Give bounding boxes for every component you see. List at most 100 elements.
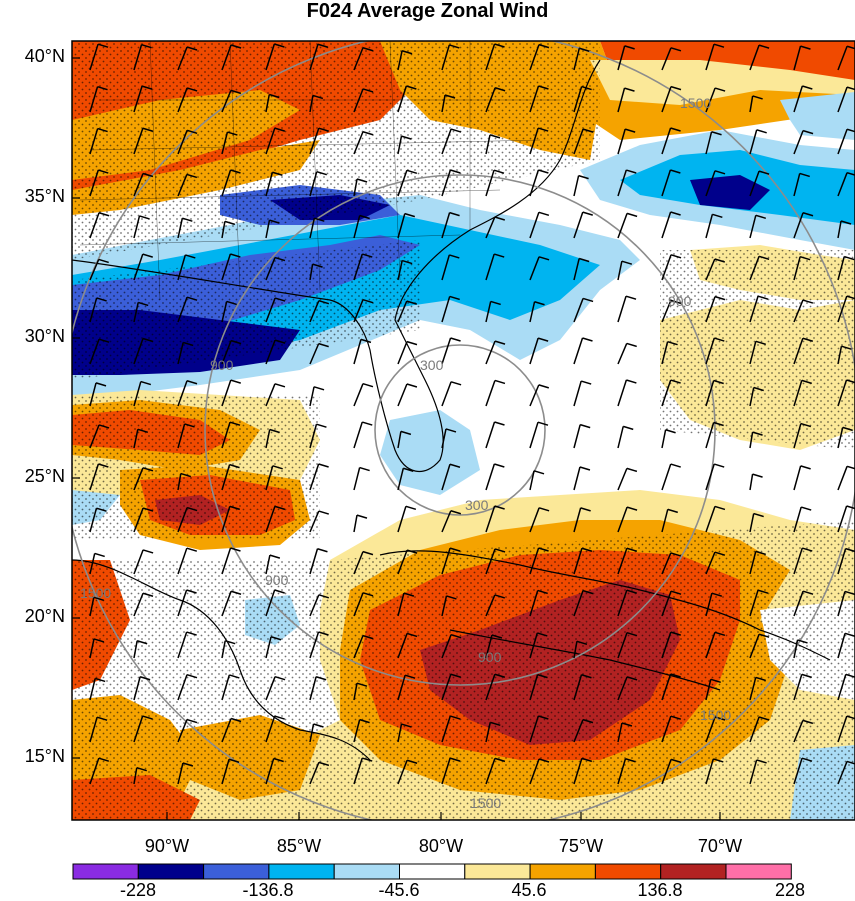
wind-barb-flag <box>362 550 374 556</box>
wind-barb <box>353 635 364 659</box>
wind-barb <box>793 423 802 449</box>
wind-barb-flag <box>98 169 109 174</box>
wind-barb <box>177 423 186 449</box>
wind-barb <box>617 87 626 113</box>
wind-barb <box>837 45 848 71</box>
wind-barb <box>617 295 627 323</box>
wind-barb-flag <box>318 463 329 468</box>
colorbar-swatch <box>529 863 596 880</box>
wind-barb <box>309 676 317 701</box>
wind-barb <box>661 759 672 785</box>
wind-barb-flag <box>494 421 505 426</box>
wind-barb <box>177 174 188 197</box>
wind-barb <box>661 509 669 533</box>
wind-barb-flag <box>98 463 109 468</box>
wind-barb-flag <box>313 723 324 728</box>
wind-barb <box>749 95 754 113</box>
wind-barb-flag <box>224 220 236 226</box>
wind-barb-flag <box>579 423 591 429</box>
wind-barb-flag <box>846 171 855 176</box>
lon-label-90: 90°W <box>144 836 190 856</box>
wind-barb-flag <box>272 465 283 470</box>
wind-barb <box>705 43 715 71</box>
wind-barb <box>661 211 672 239</box>
wind-barb-flag <box>186 129 198 135</box>
ring-label: 900 <box>265 572 289 588</box>
wind-barb-flag <box>404 674 416 679</box>
wind-barb <box>441 212 451 239</box>
wind-barb <box>221 718 232 743</box>
wind-barb <box>89 463 100 491</box>
wind-barb <box>265 219 271 239</box>
wind-barb-flag <box>538 758 550 763</box>
wind-barb-flag <box>406 759 418 764</box>
wind-barb <box>749 341 757 365</box>
wind-barb-flag <box>318 510 329 515</box>
wind-barb-flag <box>230 379 241 384</box>
colorbar-label: 228 <box>774 880 806 900</box>
wind-barb <box>353 683 358 701</box>
wind-barb <box>661 463 672 491</box>
wind-barb-flag <box>576 640 588 646</box>
wind-barb-flag <box>94 552 105 558</box>
wind-barb <box>265 94 271 113</box>
wind-barb <box>221 759 230 785</box>
wind-barb-flag <box>449 547 461 552</box>
wind-barb-flag <box>406 85 417 90</box>
wind-barb <box>441 510 452 533</box>
wind-barb <box>573 258 580 281</box>
wind-barb-flag <box>581 674 592 679</box>
wind-barb-flag <box>538 169 549 174</box>
wind-barb <box>529 674 539 701</box>
wind-barb <box>441 296 451 323</box>
wind-barb <box>309 723 315 743</box>
wind-barb <box>133 640 138 659</box>
wind-barb-flag <box>580 380 592 385</box>
wind-barb-flag <box>142 715 153 720</box>
wind-barb <box>837 220 842 239</box>
wind-barb <box>617 506 628 533</box>
wind-barb <box>309 264 314 281</box>
lon-label-85: 85°W <box>276 836 322 856</box>
colorbar <box>72 863 792 880</box>
wind-barb-flag <box>624 128 636 133</box>
wind-barb-flag <box>537 589 548 595</box>
wind-barb <box>221 340 232 365</box>
wind-barb <box>749 431 754 449</box>
wind-barb <box>573 548 583 575</box>
wind-barb-flag <box>844 632 855 638</box>
wind-barb <box>793 674 803 701</box>
wind-barb-flag <box>581 757 593 763</box>
wind-barb <box>573 128 584 155</box>
wind-barb <box>309 463 320 491</box>
wind-barb-flag <box>840 220 852 225</box>
wind-barb-flag <box>230 89 242 95</box>
wind-barb-flag <box>802 337 814 342</box>
wind-barb-flag <box>538 256 550 261</box>
wind-barb-flag <box>404 212 416 218</box>
wind-barb <box>573 507 582 533</box>
wind-barb <box>749 387 755 407</box>
wind-barb <box>705 214 714 239</box>
wind-barb <box>705 380 715 407</box>
wind-barb <box>529 127 539 155</box>
wind-barb-flag <box>626 467 638 473</box>
wind-barb-flag <box>444 94 456 99</box>
wind-barb <box>661 127 672 155</box>
wind-barb-flag <box>846 295 855 300</box>
wind-barb <box>749 759 758 785</box>
wind-barb <box>837 295 848 323</box>
wind-barb-flag <box>229 463 240 469</box>
wind-barb-flag <box>314 217 325 222</box>
wind-barb <box>397 300 408 323</box>
wind-barb-flag <box>800 45 811 50</box>
wind-barb <box>793 130 804 155</box>
wind-barb <box>529 470 535 491</box>
wind-barb <box>749 474 754 491</box>
wind-barb <box>221 421 231 449</box>
wind-barb-flag <box>316 423 327 428</box>
wind-barb-flag <box>713 379 724 385</box>
wind-barb <box>265 676 276 701</box>
wind-barb-flag <box>533 470 545 475</box>
wind-barb-flag <box>538 507 550 512</box>
